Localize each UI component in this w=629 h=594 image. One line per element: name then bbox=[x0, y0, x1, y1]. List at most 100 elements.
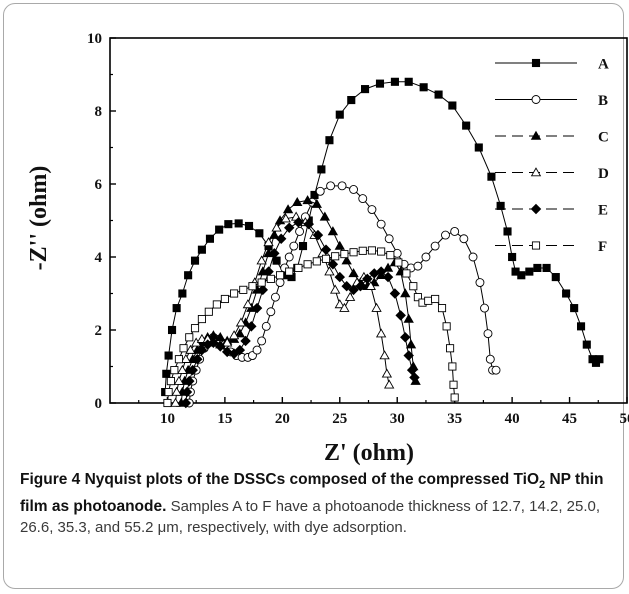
data-point-D bbox=[330, 284, 341, 294]
data-point-F bbox=[449, 380, 458, 389]
data-point-F bbox=[448, 362, 457, 371]
data-point-C bbox=[292, 196, 303, 207]
plot-area: 10 15 20 25 30 35 40 45 50 0 2 4 6 8 10 A B C D E F bbox=[87, 31, 629, 427]
data-point-B bbox=[270, 292, 280, 302]
data-point-E bbox=[240, 335, 251, 347]
x-axis-label: Z' (ohm) bbox=[324, 440, 414, 466]
data-point-E bbox=[334, 271, 346, 283]
data-point-F bbox=[303, 260, 312, 269]
data-point-A bbox=[390, 77, 399, 86]
data-point-F bbox=[275, 271, 285, 280]
data-point-B bbox=[337, 181, 347, 191]
data-point-C bbox=[319, 211, 331, 221]
caption-body: Samples A to F have a photoanode thickne… bbox=[20, 498, 601, 537]
data-point-F bbox=[212, 300, 221, 309]
data-point-F bbox=[248, 282, 257, 291]
data-point-A bbox=[172, 304, 181, 313]
data-point-B bbox=[491, 365, 501, 375]
data-point-F bbox=[409, 282, 418, 291]
data-point-A bbox=[325, 136, 334, 145]
data-point-C bbox=[348, 268, 359, 278]
data-point-F bbox=[402, 269, 411, 278]
data-point-A bbox=[517, 271, 526, 280]
data-point-F bbox=[446, 344, 455, 353]
x-tick-label: 30 bbox=[390, 411, 405, 427]
data-point-F bbox=[164, 388, 173, 397]
data-point-A bbox=[298, 241, 308, 251]
data-point-A bbox=[190, 256, 200, 265]
data-point-A bbox=[474, 143, 483, 152]
data-point-F bbox=[367, 246, 376, 255]
data-point-E bbox=[409, 372, 420, 383]
data-point-C bbox=[400, 288, 411, 298]
data-point-C bbox=[234, 328, 245, 338]
data-point-E bbox=[208, 337, 219, 349]
data-point-B bbox=[475, 278, 485, 287]
data-point-B bbox=[441, 230, 450, 240]
data-point-A bbox=[448, 101, 457, 110]
data-point-F bbox=[163, 398, 172, 408]
data-point-E bbox=[293, 217, 304, 228]
data-point-B bbox=[257, 336, 267, 346]
data-point-C bbox=[405, 339, 417, 349]
data-point-F bbox=[294, 263, 303, 273]
data-point-E bbox=[180, 397, 192, 409]
data-point-F bbox=[185, 333, 194, 342]
x-tick-label: 15 bbox=[217, 411, 232, 427]
data-point-B bbox=[275, 278, 285, 287]
data-point-D bbox=[222, 337, 233, 347]
data-point-A bbox=[462, 121, 471, 130]
data-point-A bbox=[562, 289, 571, 298]
data-point-D bbox=[271, 222, 282, 232]
data-point-D bbox=[173, 375, 185, 385]
data-point-D bbox=[185, 344, 196, 354]
data-point-F bbox=[239, 285, 248, 294]
data-point-C bbox=[403, 313, 414, 323]
data-point-D bbox=[180, 353, 192, 363]
data-point-E bbox=[275, 233, 287, 244]
data-point-F bbox=[204, 307, 213, 316]
legend-label-C: C bbox=[598, 130, 609, 146]
data-point-E bbox=[283, 222, 295, 234]
data-point-C bbox=[327, 226, 339, 236]
data-point-F bbox=[166, 377, 175, 386]
data-point-E bbox=[348, 284, 359, 296]
data-point-A bbox=[576, 322, 586, 331]
data-point-F bbox=[424, 296, 433, 305]
x-tick-label: 10 bbox=[160, 411, 175, 427]
data-point-F bbox=[190, 324, 200, 333]
data-point-E bbox=[196, 344, 208, 356]
x-tick-label: 45 bbox=[562, 411, 577, 427]
data-point-D bbox=[375, 328, 387, 338]
data-point-D bbox=[263, 237, 274, 247]
data-point-A bbox=[361, 85, 370, 94]
data-point-B bbox=[358, 194, 368, 204]
y-tick-label: 2 bbox=[95, 323, 103, 339]
y-tick-label: 6 bbox=[95, 177, 103, 193]
data-point-B bbox=[295, 226, 305, 236]
caption-title: Figure 4 Nyquist plots of the DSSCs comp… bbox=[20, 471, 604, 516]
data-point-D bbox=[379, 350, 390, 360]
legend-marker-C bbox=[530, 130, 542, 140]
data-point-D bbox=[171, 386, 182, 396]
data-point-E bbox=[362, 273, 373, 285]
data-point-E bbox=[234, 344, 246, 356]
data-point-B bbox=[450, 226, 460, 236]
data-point-D bbox=[242, 299, 254, 309]
data-point-B bbox=[266, 307, 276, 317]
data-point-F bbox=[340, 250, 349, 259]
data-point-A bbox=[496, 201, 505, 210]
data-point-F bbox=[431, 294, 440, 304]
data-point-E bbox=[320, 244, 332, 255]
data-point-B bbox=[289, 241, 299, 251]
data-point-D bbox=[381, 368, 393, 378]
y-tick-label: 0 bbox=[95, 396, 103, 412]
data-point-E bbox=[181, 386, 193, 398]
data-point-B bbox=[284, 252, 294, 262]
data-point-F bbox=[230, 289, 239, 298]
data-point-F bbox=[386, 251, 395, 260]
data-point-D bbox=[256, 255, 267, 265]
x-tick-label: 20 bbox=[275, 411, 290, 427]
data-point-F bbox=[394, 258, 403, 267]
data-point-D bbox=[235, 317, 247, 327]
